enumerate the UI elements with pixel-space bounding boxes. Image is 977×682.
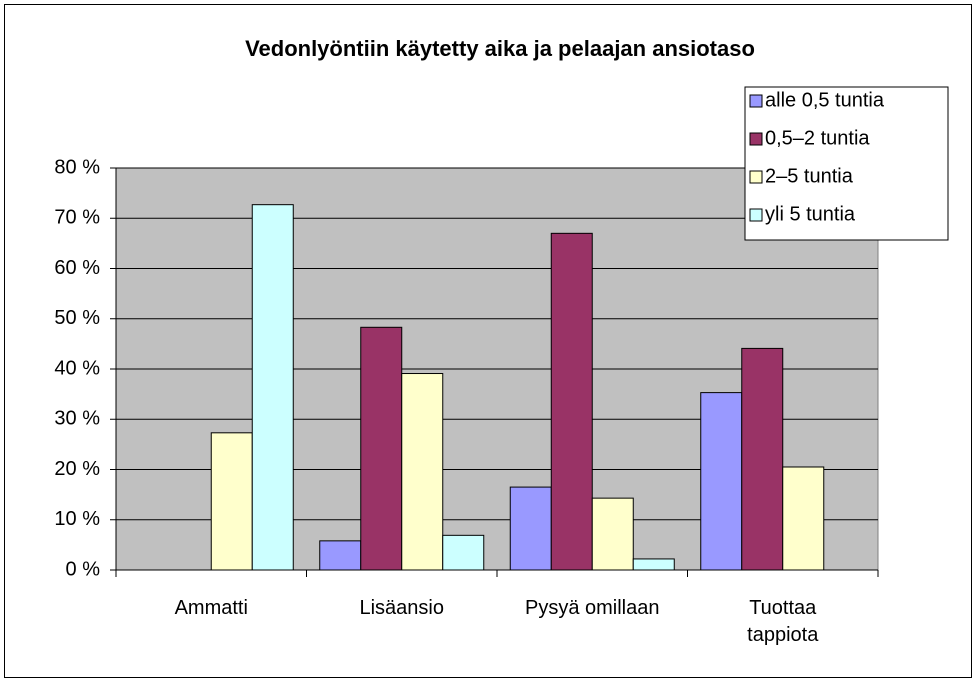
bar xyxy=(741,347,784,571)
x-tick-label: Lisäansio xyxy=(359,597,444,619)
bar xyxy=(509,486,552,571)
legend-swatch xyxy=(749,170,763,184)
chart-title: Vedonlyöntiin käytetty aika ja pelaajan … xyxy=(245,36,755,61)
y-tick-label: 10 % xyxy=(54,508,100,530)
legend-label: 2–5 tuntia xyxy=(765,165,854,187)
y-tick-label: 30 % xyxy=(54,408,100,430)
y-tick-label: 50 % xyxy=(54,307,100,329)
bar xyxy=(251,204,294,571)
x-tick-label: Pysyä omillaan xyxy=(524,597,660,619)
y-tick-label: 20 % xyxy=(54,458,100,480)
bar xyxy=(401,373,444,571)
bar xyxy=(442,534,485,571)
bar xyxy=(550,232,593,571)
y-tick-label: 70 % xyxy=(54,207,100,229)
bar xyxy=(319,540,362,571)
x-tick-label: Tuottaa tappiota xyxy=(747,597,819,646)
legend-label: alle 0,5 tuntia xyxy=(765,89,885,111)
y-tick-label: 60 % xyxy=(54,257,100,279)
y-tick-label: 80 % xyxy=(54,156,100,178)
bar xyxy=(700,392,743,571)
bar xyxy=(782,466,825,571)
legend-swatch xyxy=(749,94,763,108)
legend-label: yli 5 tuntia xyxy=(765,203,856,225)
y-tick-label: 0 % xyxy=(66,558,101,580)
legend-swatch xyxy=(749,208,763,222)
legend-box xyxy=(744,86,949,241)
bar xyxy=(591,497,634,571)
bar xyxy=(210,432,253,571)
legend-label: 0,5–2 tuntia xyxy=(765,127,870,149)
bar xyxy=(632,558,675,571)
y-tick-label: 40 % xyxy=(54,357,100,379)
x-tick-label: Ammatti xyxy=(174,597,248,619)
legend-swatch xyxy=(749,132,763,146)
bar xyxy=(360,326,403,571)
